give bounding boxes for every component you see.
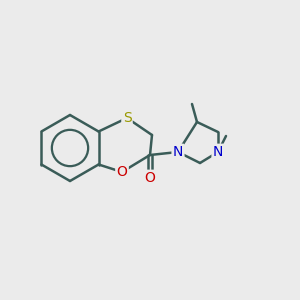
Text: S: S [123, 111, 131, 125]
Text: O: O [117, 165, 128, 179]
Text: O: O [145, 171, 155, 185]
Text: N: N [173, 145, 183, 159]
Text: N: N [213, 145, 223, 159]
